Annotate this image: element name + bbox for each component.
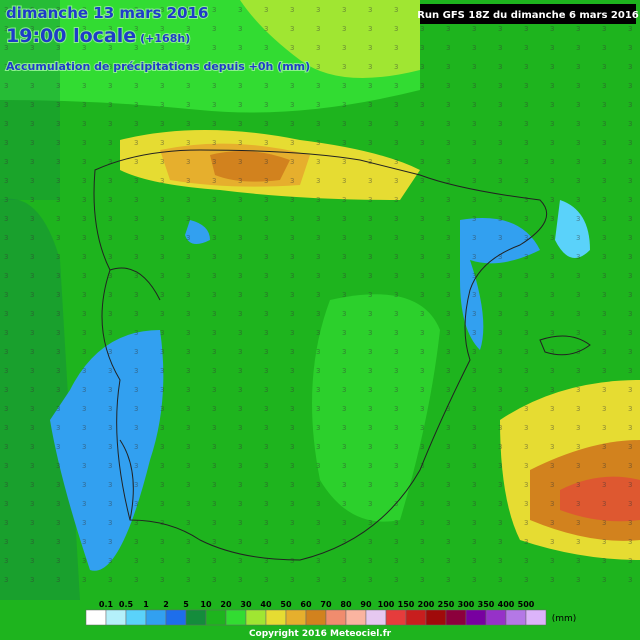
legend-swatch	[185, 609, 207, 626]
legend-swatch	[165, 609, 187, 626]
legend-label: 100	[378, 600, 395, 609]
run-info: Run GFS 18Z du dimanche 6 mars 2016	[417, 10, 639, 21]
legend-swatch	[485, 609, 507, 626]
legend-label: 50	[280, 600, 292, 609]
legend-label: 150	[398, 600, 415, 609]
legend-swatch	[345, 609, 367, 626]
time: 19:00 locale (+168h)	[6, 25, 190, 47]
legend-swatch	[385, 609, 407, 626]
legend-label: 80	[340, 600, 352, 609]
legend-label: 30	[240, 600, 252, 609]
legend-label: 40	[260, 600, 272, 609]
legend-swatch	[245, 609, 267, 626]
legend: 0.1 0.5 1 2 5 10 20 30 40 50 60 70 80 90 100 150 200 250 3…	[85, 600, 577, 626]
run-box	[420, 4, 636, 24]
value-grid	[0, 0, 640, 590]
legend-label: 20	[220, 600, 232, 609]
legend-label: 70	[320, 600, 332, 609]
legend-swatch	[325, 609, 347, 626]
legend-label: 500	[518, 600, 535, 609]
legend-swatch	[525, 609, 547, 626]
legend-label: 400	[498, 600, 515, 609]
copyright: Copyright 2016 Meteociel.fr	[249, 629, 392, 639]
legend-swatch	[305, 609, 327, 626]
legend-label: 0.5	[119, 600, 134, 609]
legend-unit: (mm)	[552, 614, 577, 624]
legend-swatch	[505, 609, 527, 626]
legend-label: 90	[360, 600, 372, 609]
lead: (+168h)	[140, 32, 190, 45]
legend-swatch	[285, 609, 307, 626]
legend-swatch	[105, 609, 127, 626]
legend-label: 5	[183, 600, 189, 609]
legend-swatch	[205, 609, 227, 626]
date: dimanche 13 mars 2016	[6, 4, 208, 22]
legend-swatch	[365, 609, 387, 626]
legend-swatch	[225, 609, 247, 626]
legend-label: 60	[300, 600, 312, 609]
legend-swatch	[425, 609, 447, 626]
legend-label: 10	[200, 600, 212, 609]
legend-swatch	[85, 609, 107, 626]
legend-swatch	[145, 609, 167, 626]
legend-swatch	[405, 609, 427, 626]
legend-label: 300	[458, 600, 475, 609]
legend-label: 200	[418, 600, 435, 609]
legend-label: 0.1	[99, 600, 114, 609]
legend-swatch	[445, 609, 467, 626]
legend-label: 1	[143, 600, 149, 609]
legend-swatch	[265, 609, 287, 626]
legend-label: 250	[438, 600, 455, 609]
legend-label: 2	[163, 600, 169, 609]
time-text: 19:00 locale	[6, 25, 136, 47]
legend-swatch	[465, 609, 487, 626]
legend-label: 350	[478, 600, 495, 609]
legend-swatch	[125, 609, 147, 626]
coastlines	[93, 149, 591, 561]
subtitle: Accumulation de précipitations depuis +0…	[6, 60, 310, 73]
